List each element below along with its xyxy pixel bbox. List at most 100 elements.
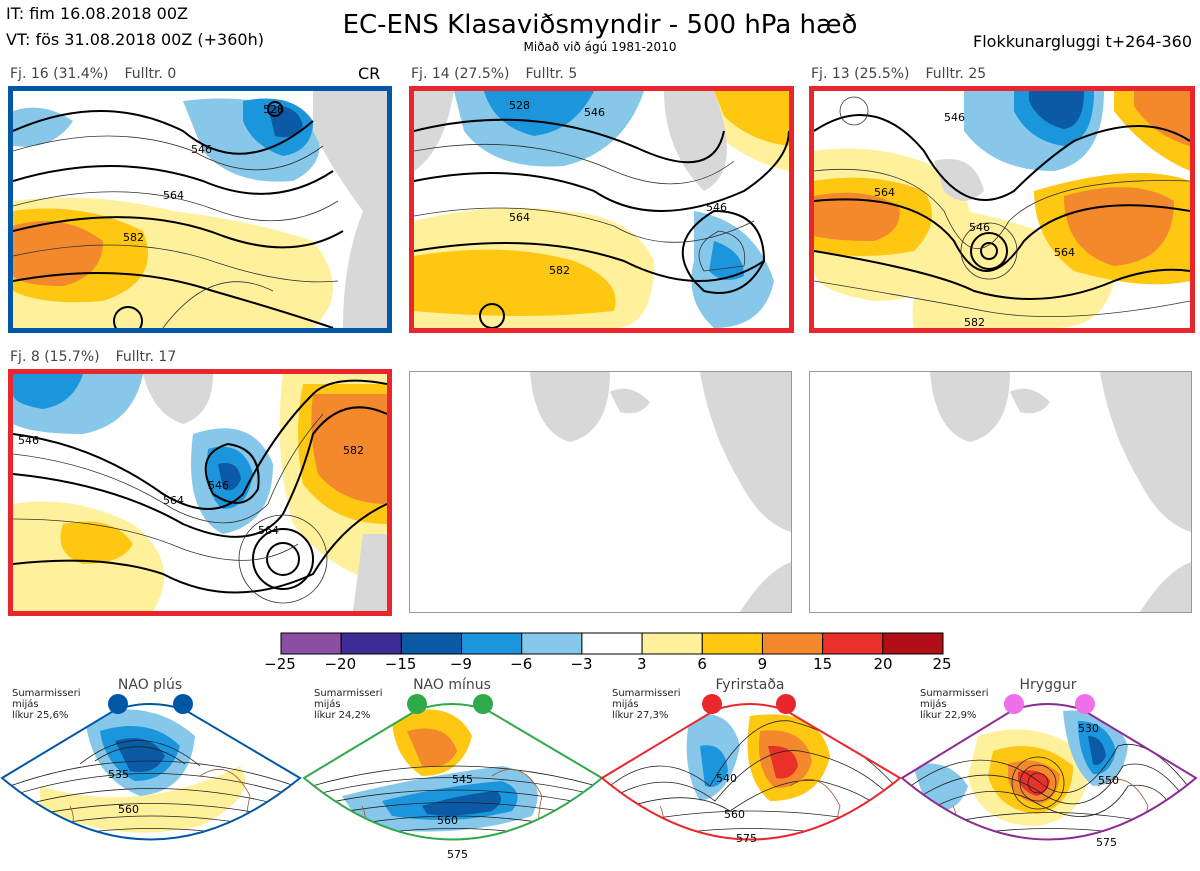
colorbar-tick: −6	[510, 655, 533, 673]
regime-dot	[702, 694, 722, 714]
cluster-2-member: Fulltr. 5	[525, 66, 578, 82]
colorbar-tick: −25	[264, 655, 296, 673]
cluster-3-name: Fj. 13 (25.5%)	[811, 66, 910, 82]
cluster-2-name: Fj. 14 (27.5%)	[411, 66, 510, 82]
regime-frame	[0, 703, 302, 841]
colorbar-segment	[400, 632, 463, 655]
colorbar-segment	[581, 632, 643, 655]
contour-label: 535	[108, 768, 129, 781]
contour-label: 540	[716, 772, 737, 785]
colorbar-tick: 20	[873, 655, 893, 673]
colorbar-segment	[521, 632, 583, 655]
contour-label: 575	[447, 848, 468, 861]
cluster-4-map: 546 564 564 582 546	[8, 369, 392, 616]
regime-dot	[473, 694, 493, 714]
regime-probability: líkur 25,6%	[12, 710, 69, 721]
regime-text: Sumarmisseri mijás líkur 24,2%	[314, 688, 382, 721]
colorbar-tick: −9	[449, 655, 472, 673]
contour-label: 528	[263, 103, 284, 116]
colorbar-tick: 9	[757, 655, 768, 673]
contour-label: 564	[874, 186, 895, 199]
colorbar-tick: −15	[384, 655, 417, 673]
colorbar-tick: 6	[697, 655, 707, 673]
contour-label: 582	[964, 316, 985, 328]
cluster-1-map: 546 564 582 528	[8, 86, 392, 333]
colorbar-segment	[461, 632, 523, 655]
regime-season: Sumarmisseri	[920, 688, 989, 699]
contour-label: 582	[123, 231, 144, 244]
regime-probability: líkur 24,2%	[314, 710, 371, 721]
contour-label: 560	[118, 803, 139, 816]
regime-name: Hryggur	[1019, 677, 1077, 693]
contour-label: 530	[1078, 722, 1099, 735]
regime-average: mijás	[612, 699, 639, 710]
contour-label: 545	[452, 773, 473, 786]
cluster-4-member: Fulltr. 17	[115, 349, 177, 365]
cluster-4-label: Fj. 8 (15.7%) Fulltr. 17	[10, 349, 176, 365]
colorbar-segment	[761, 632, 824, 655]
contour-label: 546	[208, 479, 229, 492]
colorbar	[280, 632, 944, 655]
regime-name: NAO mínus	[413, 677, 491, 693]
contour-label: 546	[18, 434, 39, 447]
regime-dot	[407, 694, 427, 714]
regime-ridge: Sumarmisseri mijás líkur 22,9% Hryggur	[898, 676, 1200, 871]
cluster-1-name: Fj. 16 (31.4%)	[10, 66, 109, 82]
regime-season: Sumarmisseri	[12, 688, 81, 699]
empty-map-1	[409, 371, 792, 613]
contour-label: 550	[1098, 774, 1119, 787]
colorbar-tick: 15	[813, 655, 833, 673]
contour-label: 546	[191, 143, 212, 156]
regime-probability: líkur 22,9%	[920, 710, 977, 721]
initial-time: IT: fim 16.08.2018 00Z	[6, 4, 188, 23]
contour-label: 582	[343, 444, 364, 457]
contour-label: 546	[706, 201, 727, 214]
colorbar-segment	[822, 632, 884, 655]
regime-dot	[1075, 694, 1095, 714]
contour-label: 564	[509, 211, 530, 224]
colorbar-tick: 3	[637, 655, 647, 673]
regime-average: mijás	[920, 699, 947, 710]
regime-blocking: Sumarmisseri mijás líkur 27,3% Fyrirstað…	[600, 676, 902, 871]
contour-label: 575	[1096, 836, 1117, 849]
regime-name: NAO plús	[117, 677, 183, 693]
regime-name: Fyrirstaða	[715, 677, 785, 693]
cluster-3-map: 546 564 546 582 564	[809, 86, 1195, 333]
regime-frame	[302, 703, 604, 841]
empty-map-2	[809, 371, 1192, 613]
regime-frame	[900, 703, 1198, 841]
regime-dot	[776, 694, 796, 714]
colorbar-segment	[340, 632, 402, 655]
colorbar-segment	[701, 632, 763, 655]
regime-dot	[1004, 694, 1024, 714]
contour-label: 546	[584, 106, 605, 119]
colorbar-tick: −3	[570, 655, 593, 673]
contour-label: 564	[163, 494, 184, 507]
contour-label: 560	[437, 814, 458, 827]
contour-label: 582	[549, 264, 570, 277]
colorbar-segment	[641, 632, 703, 655]
cluster-4-name: Fj. 8 (15.7%)	[10, 349, 100, 365]
regime-nao-minus: Sumarmisseri mijás líkur 24,2% NAO mínus	[302, 676, 604, 871]
cluster-1-label: Fj. 16 (31.4%) Fulltr. 0	[10, 66, 176, 82]
cluster-3-member: Fulltr. 25	[925, 66, 987, 82]
regime-text: Sumarmisseri mijás líkur 22,9%	[920, 688, 988, 721]
cluster-1-member: Fulltr. 0	[124, 66, 177, 82]
contour-label: 564	[1054, 246, 1075, 259]
contour-label: 546	[944, 111, 965, 124]
regime-text: Sumarmisseri mijás líkur 25,6%	[12, 688, 80, 721]
contour-label: 560	[724, 808, 745, 821]
contour-label: 546	[969, 221, 990, 234]
valid-time: VT: fös 31.08.2018 00Z (+360h)	[6, 30, 264, 49]
contour-label: 575	[736, 832, 757, 845]
colorbar-segment	[280, 632, 342, 655]
regime-nao-plus: Sumarmisseri mijás líkur 25,6% NAO plús	[0, 676, 302, 871]
page-subtitle: Miðað við ágú 1981-2010	[523, 40, 677, 54]
regime-frame	[600, 703, 902, 841]
regime-text: Sumarmisseri mijás líkur 27,3%	[612, 688, 680, 721]
regime-dot	[173, 694, 193, 714]
cluster-3-label: Fj. 13 (25.5%) Fulltr. 25	[811, 66, 986, 82]
page-title: EC-ENS Klasaviðsmyndir - 500 hPa hæð	[342, 10, 858, 40]
colorbar-tick: −20	[324, 655, 357, 673]
regime-dot	[108, 694, 128, 714]
